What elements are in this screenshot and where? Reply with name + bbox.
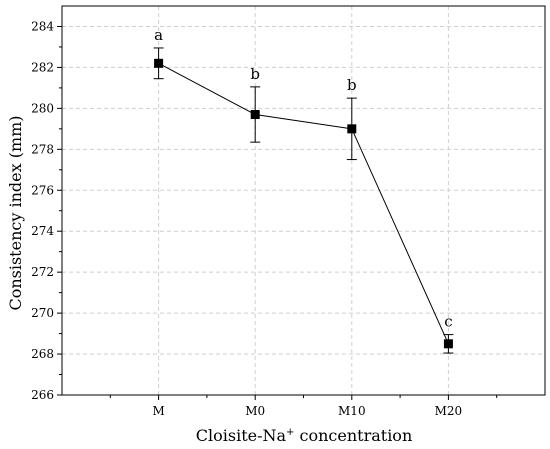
data-point [154,58,164,68]
x-tick-label: M0 [245,404,265,418]
significance-label: b [250,65,260,83]
significance-label: c [444,313,452,331]
data-point [347,124,357,134]
data-point [443,339,453,349]
x-axis-title-prefix: Cloisite-Na [196,426,287,445]
significance-label: a [154,26,163,44]
x-axis-title-superscript: + [286,427,294,438]
axes: 266 268 270 272 274 276 278 280 282 284 M M0 M10 M20 [31,5,546,418]
y-tick-label: 284 [31,19,54,33]
series [153,47,454,354]
y-tick-label: 278 [31,142,54,156]
plot-frame [61,5,546,396]
x-axis-title-suffix: concentration [294,426,412,445]
x-tick-label: M20 [435,404,463,418]
y-tick-label: 276 [31,183,54,197]
y-tick-label: 274 [31,224,54,238]
y-tick-label: 266 [31,388,54,402]
y-tick-label: 282 [31,60,54,74]
x-tick-label: M10 [338,404,366,418]
labels: Consistency index (mm) Cloisite-Na+ conc… [6,26,453,445]
y-tick-label: 280 [31,101,54,115]
significance-label: b [347,76,357,94]
x-tick-label: M [152,404,164,418]
x-axis-title: Cloisite-Na+ concentration [196,426,413,445]
y-axis-title: Consistency index (mm) [6,115,25,310]
data-point [250,110,260,120]
y-tick-label: 268 [31,347,54,361]
y-tick-label: 270 [31,306,54,320]
y-tick-label: 272 [31,265,54,279]
series-line [158,62,449,345]
grid [62,6,545,395]
